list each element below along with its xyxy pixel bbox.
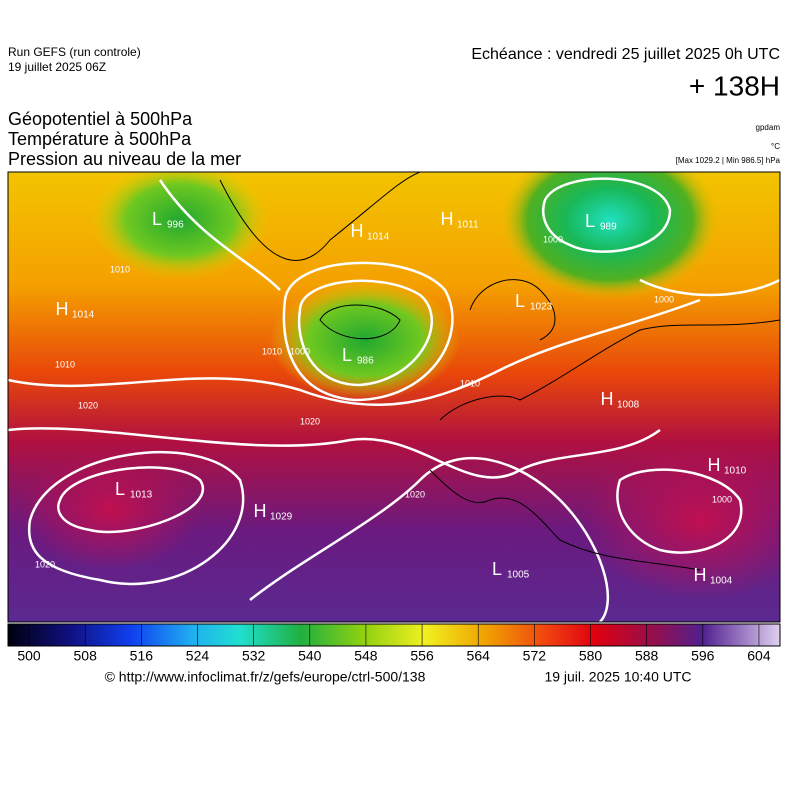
colorbar-tick-label: 580 [579,648,603,664]
isobar-label: 1000 [290,346,310,356]
pressure-center-value: 1011 [457,220,479,231]
colorbar-tick-label: 572 [523,648,547,664]
run-date: 19 juillet 2025 06Z [8,60,106,74]
run-label: Run GEFS (run controle) [8,45,141,59]
isobar-label: 1020 [78,400,98,410]
lead-time: + 138H [689,70,780,101]
low-area [270,280,460,400]
isobar-label: 1000 [712,494,732,504]
pressure-center-letter: L [515,291,525,311]
pressure-center-value: 1014 [72,310,95,321]
colorbar-tick-label: 556 [410,648,434,664]
colorbar-tick-label: 588 [635,648,659,664]
colorbar-tick-label: 532 [242,648,266,664]
map-frame [7,171,781,623]
title-line: Pression au niveau de la mer [8,149,241,169]
colorbar-tick-label: 540 [298,648,322,664]
pressure-center-letter: L [342,345,352,365]
colorbar-tick-label: 516 [130,648,154,664]
colorbar-tick-label: 508 [74,648,98,664]
pressure-center-letter: H [601,389,614,409]
pressure-center-value: 1010 [724,466,747,477]
generated-time: 19 juil. 2025 10:40 UTC [544,669,691,685]
title-line: Géopotentiel à 500hPa [8,109,193,129]
low-area [500,172,720,300]
pressure-center-value: 1023 [530,302,553,313]
low-area [90,172,270,280]
pressure-center-letter: H [351,221,364,241]
unit-label: °C [771,142,780,151]
pressure-center-value: 1014 [367,232,390,243]
isobar-label: 1020 [300,416,320,426]
isobars [8,177,780,622]
isobar-label: 1010 [262,346,282,356]
pressure-center-letter: L [492,559,502,579]
colorbar-tick-label: 596 [691,648,715,664]
colorbar-tick-label: 500 [17,648,41,664]
isobar-label: 1010 [460,378,480,388]
unit-label: [Max 1029.2 | Min 986.5] hPa [676,156,781,165]
pressure-center-value: 1013 [130,490,153,501]
warm-area [20,450,200,570]
isobar-label: 1000 [654,294,674,304]
colorbar-tick-label: 548 [354,648,378,664]
pressure-center-letter: H [441,209,454,229]
colorbar-ticks: 500 508 516 524 532 540 548 556 564 572 580 588 596 6… [17,624,771,664]
pressure-center-value: 996 [167,220,184,231]
pressure-center-letter: L [152,209,162,229]
valid-time: Echéance : vendredi 25 juillet 2025 0h U… [471,46,780,63]
pressure-center-letter: H [56,299,69,319]
pressure-center-value: 1004 [710,576,733,587]
pressure-center-letter: L [115,479,125,499]
isobar-label: 1020 [405,489,425,499]
title-line: Température à 500hPa [8,129,192,149]
colorbar-tick-label: 524 [186,648,210,664]
isobar-label: 1020 [35,559,55,569]
pressure-center-value: 1008 [617,400,640,411]
isobar-label: 1010 [110,264,130,274]
map [8,172,780,622]
isobar-label: 1000 [543,234,563,244]
colorbar-tick-label: 604 [747,648,771,664]
isobar-label: 1010 [55,359,75,369]
pressure-center-value: 1029 [270,512,293,523]
pressure-center-letter: H [694,565,707,585]
pressure-center-letter: H [708,455,721,475]
pressure-center-value: 989 [600,222,617,233]
pressure-center-value: 1005 [507,570,530,581]
pressure-center-value: 986 [357,356,374,367]
coastlines [219,172,780,571]
colorbar-tick-label: 564 [467,648,491,664]
source-url: © http://www.infoclimat.fr/z/gefs/europe… [105,669,426,685]
pressure-center-letter: L [585,211,595,231]
colorbar [7,623,781,647]
pressure-center-letter: H [254,501,267,521]
unit-label: gpdam [756,123,781,132]
